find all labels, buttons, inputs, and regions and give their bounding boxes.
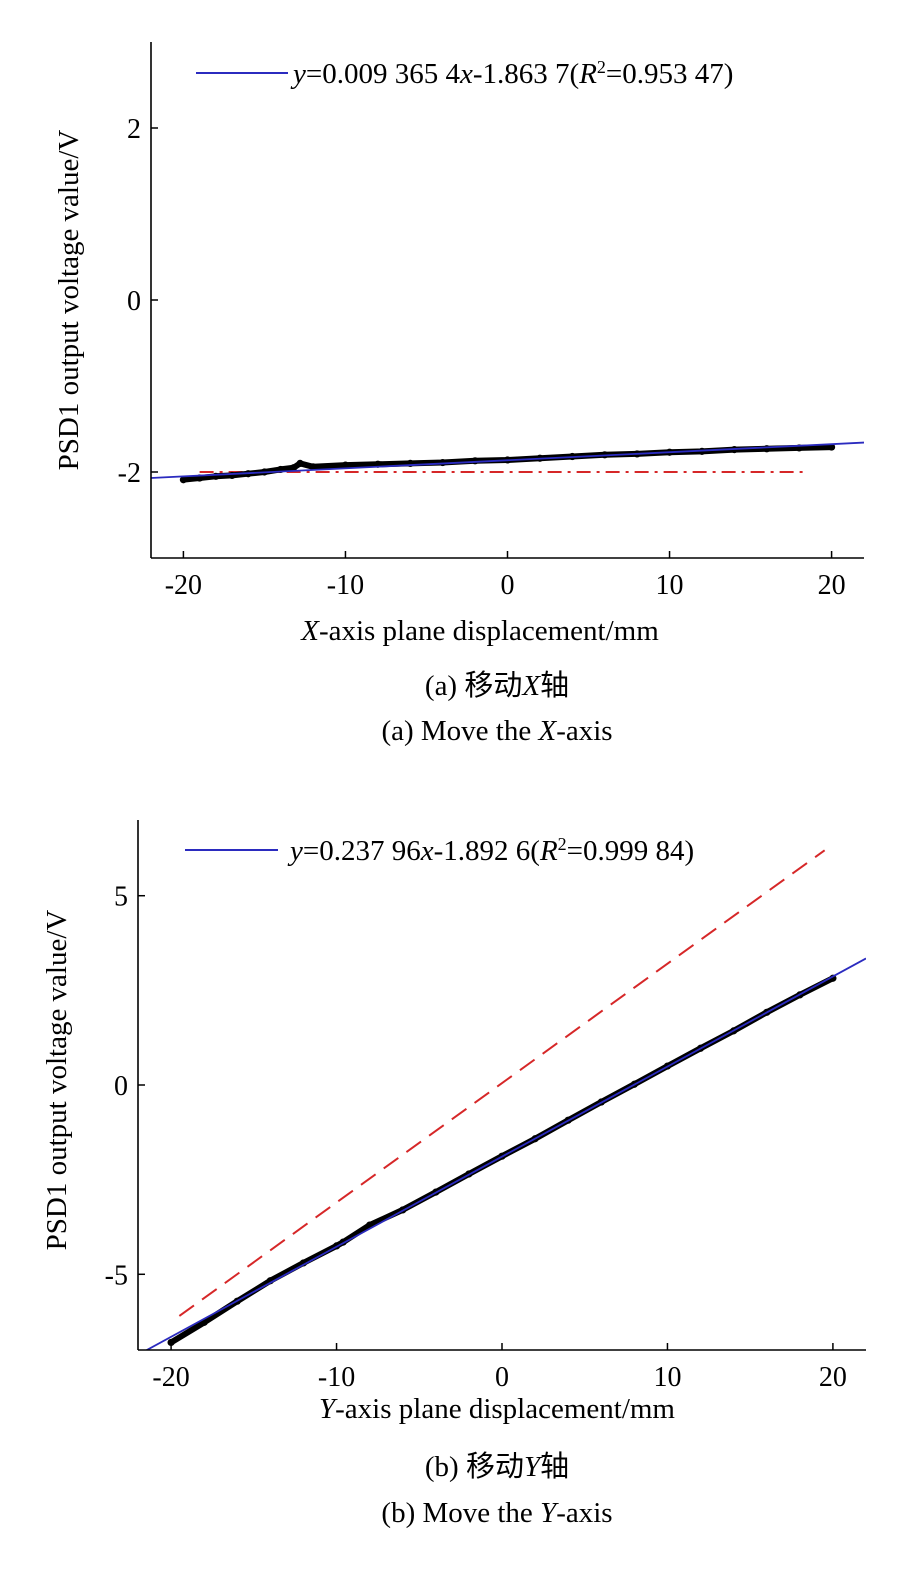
caption-cn-var-b: Y (524, 1451, 543, 1483)
x-tick-label-a-0: -20 (165, 570, 202, 601)
y-axis-title-b: PSD1 output voltage value/V (41, 910, 73, 1251)
legend-y-var-b: y (287, 835, 303, 867)
x-tick-label-a-2: 0 (501, 570, 515, 601)
x-tick-label-b-1: -10 (318, 1362, 355, 1393)
caption-en-prefix-b: (b) Move the (381, 1497, 540, 1529)
chart-panel-a: -20 -10 0 10 20-202 y=0.009 365 4x-1.863 7(R… (53, 42, 864, 747)
ticks-b: -20 -10 0 10 20 -5 0 5 (105, 882, 847, 1393)
caption-en-suffix-a: -axis (556, 715, 612, 747)
legend-a: y=0.009 365 4x-1.863 7(R2=0.953 47) (196, 57, 733, 90)
legend-x-var-b: x (420, 835, 434, 867)
caption-cn-suffix-a: 轴 (540, 669, 569, 702)
x-tick-label-a-4: 20 (818, 570, 846, 601)
fit-line-a (151, 441, 864, 479)
chart-panel-b: -20 -10 0 10 20 -5 0 5 y=0.237 96x-1.892 6(R2=0… (41, 820, 866, 1529)
caption-en-var-a: X (537, 715, 557, 747)
y-tick-label-b-0: -5 (105, 1260, 128, 1291)
legend-eq2-b: -1.892 6( (434, 835, 540, 867)
legend-label-a: y=0.009 365 4x-1.863 7(R2=0.953 47) (290, 57, 733, 90)
y-axis-title-a: PSD1 output voltage value/V (53, 130, 85, 471)
ticks-a: -20 -10 0 10 20-202 (118, 114, 846, 601)
caption-en-suffix-b: -axis (556, 1497, 612, 1529)
x-axis-title-a: X-axis plane displacement/mm (300, 615, 659, 647)
measured-point-a-8 (296, 459, 304, 467)
x-tick-label-a-1: -10 (327, 570, 364, 601)
legend-eq2-a: -1.863 7( (473, 58, 579, 90)
caption-cn-var-a: X (521, 670, 541, 702)
legend-eq3-b: =0.999 84) (567, 835, 695, 867)
legend-eq1-b: =0.237 96 (303, 835, 421, 867)
x-axis-title-rest-a: -axis plane displacement/mm (319, 615, 659, 647)
measured-point-a-7 (290, 464, 298, 472)
axes-a (150, 42, 864, 559)
legend-y-var-a: y (290, 58, 306, 90)
legend-r-var-b: R (539, 835, 558, 867)
legend-x-var-a: x (459, 58, 473, 90)
measured-point-a-3 (228, 471, 236, 480)
caption-en-b: (b) Move the Y-axis (381, 1497, 612, 1529)
x-tick-label-b-2: 0 (495, 1362, 509, 1393)
legend-eq1-a: =0.009 365 4 (306, 58, 461, 90)
legend-label-b: y=0.237 96x-1.892 6(R2=0.999 84) (287, 834, 694, 867)
caption-en-a: (a) Move the X-axis (381, 715, 612, 747)
measured-point-b-0 (167, 1338, 175, 1347)
x-axis-title-b: Y-axis plane displacement/mm (319, 1393, 675, 1425)
legend-r-sup-b: 2 (558, 834, 567, 854)
caption-en-var-b: Y (540, 1497, 559, 1529)
x-tick-label-b-3: 10 (653, 1362, 681, 1393)
caption-cn-a: (a) 移动X轴 (425, 669, 569, 702)
y-tick-label-b-1: 0 (114, 1071, 128, 1102)
x-tick-label-b-4: 20 (819, 1362, 847, 1393)
caption-cn-b: (b) 移动Y轴 (425, 1450, 569, 1483)
caption-cn-prefix-b: (b) 移动 (425, 1450, 524, 1483)
legend-b: y=0.237 96x-1.892 6(R2=0.999 84) (185, 834, 694, 867)
measured-point-a-10 (341, 461, 350, 469)
x-tick-label-a-3: 10 (656, 570, 684, 601)
measured-point-a-23 (763, 445, 771, 453)
caption-cn-prefix-a: (a) 移动 (425, 669, 522, 702)
x-axis-title-var-a: X (300, 615, 320, 647)
x-axis-title-var-b: Y (319, 1393, 338, 1425)
caption-cn-suffix-b: 轴 (540, 1450, 569, 1483)
y-tick-label-a-0: -2 (118, 458, 141, 489)
legend-eq3-a: =0.953 47) (606, 58, 734, 90)
reference-line-b (178, 849, 826, 1317)
caption-en-prefix-a: (a) Move the (381, 715, 538, 747)
x-axis-title-rest-b: -axis plane displacement/mm (335, 1393, 675, 1425)
measured-point-a-25 (827, 443, 836, 451)
legend-r-sup-a: 2 (597, 57, 606, 77)
legend-r-var-a: R (578, 58, 597, 90)
y-tick-label-b-2: 5 (114, 882, 128, 913)
plot-marks-a (151, 441, 864, 484)
measured-point-a-14 (471, 457, 479, 465)
x-tick-label-b-0: -20 (152, 1362, 189, 1393)
plot-marks-b (144, 849, 866, 1350)
y-tick-label-a-2: 2 (127, 114, 141, 145)
fit-line-b (144, 957, 866, 1350)
measured-point-a-0 (179, 476, 188, 484)
y-tick-label-a-1: 0 (127, 286, 141, 317)
measured-point-a-9 (309, 463, 317, 471)
